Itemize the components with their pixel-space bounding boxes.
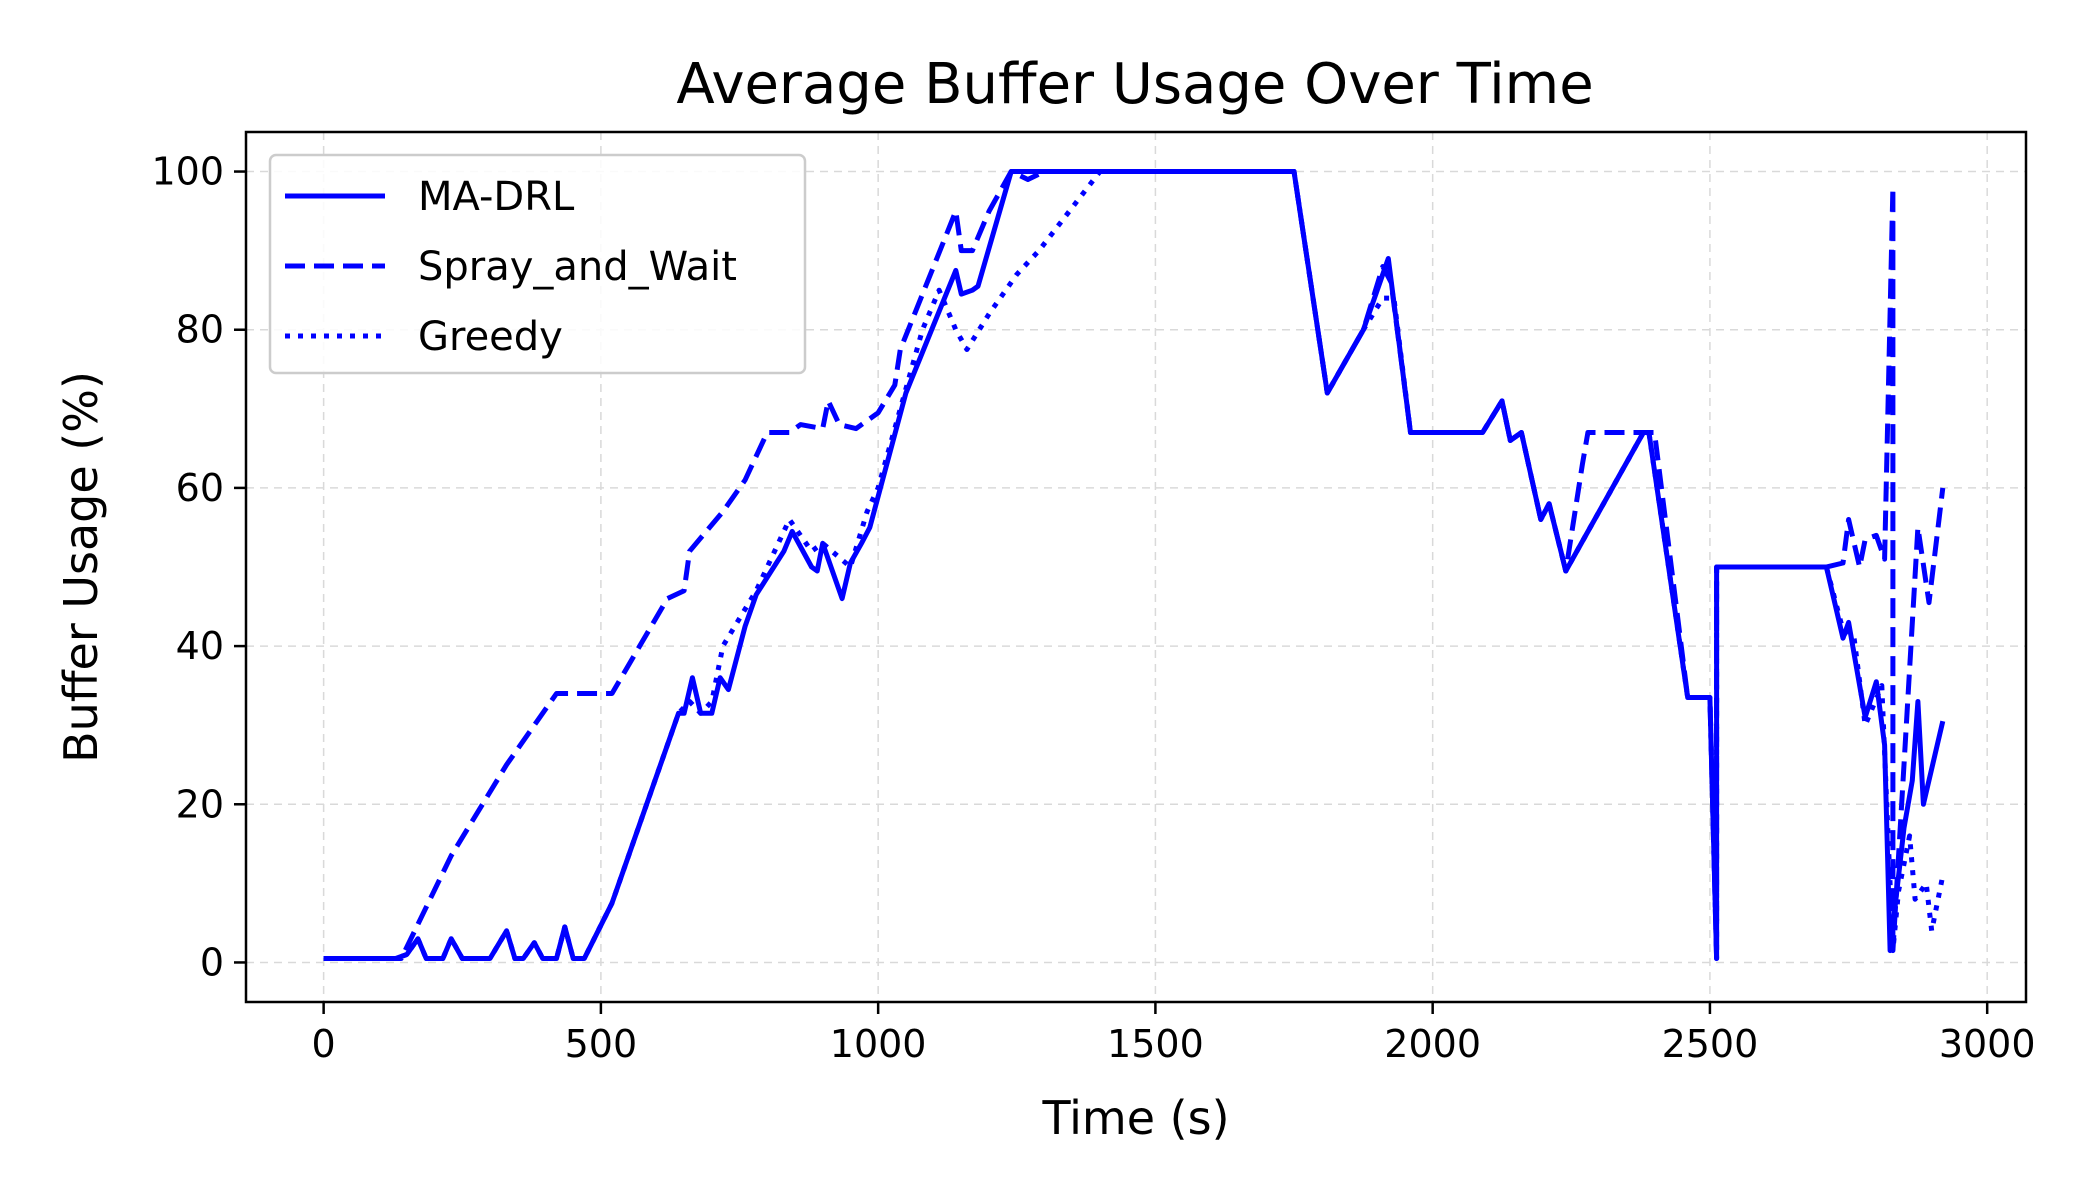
x-tick-label: 500: [565, 1022, 638, 1066]
x-tick-label: 1000: [830, 1022, 927, 1066]
series-line-greedy: [323, 169, 1946, 961]
y-axis-label: Buffer Usage (%): [54, 371, 108, 763]
y-tick-label: 20: [176, 782, 224, 826]
x-axis-ticks: 0 500 1000 1500 2000 2500 3000: [312, 1002, 2036, 1066]
y-tick-label: 0: [200, 940, 224, 984]
x-tick-label: 0: [312, 1022, 336, 1066]
chart-title: Average Buffer Usage Over Time: [676, 52, 1593, 117]
series-lines: [323, 169, 1946, 961]
y-tick-label: 100: [151, 150, 224, 194]
plot-frame: [244, 130, 2028, 1004]
y-tick-label: 60: [176, 466, 224, 510]
series-line-ma-drl: [323, 169, 1946, 961]
x-tick-label: 2500: [1662, 1022, 1759, 1066]
x-axis-label: Time (s): [1041, 1091, 1229, 1145]
legend: MA-DRL Spray_and_Wait Greedy: [268, 153, 807, 375]
legend-label: Spray_and_Wait: [418, 244, 737, 290]
legend-label: Greedy: [418, 314, 563, 360]
y-axis-ticks: 0 20 40 60 80 100: [151, 150, 246, 984]
x-tick-label: 3000: [1939, 1022, 2036, 1066]
x-tick-label: 2000: [1384, 1022, 1481, 1066]
x-tick-label: 1500: [1107, 1022, 1204, 1066]
y-tick-label: 80: [176, 308, 224, 352]
legend-box: [268, 153, 807, 375]
y-tick-label: 40: [176, 624, 224, 668]
legend-label: MA-DRL: [418, 174, 575, 220]
